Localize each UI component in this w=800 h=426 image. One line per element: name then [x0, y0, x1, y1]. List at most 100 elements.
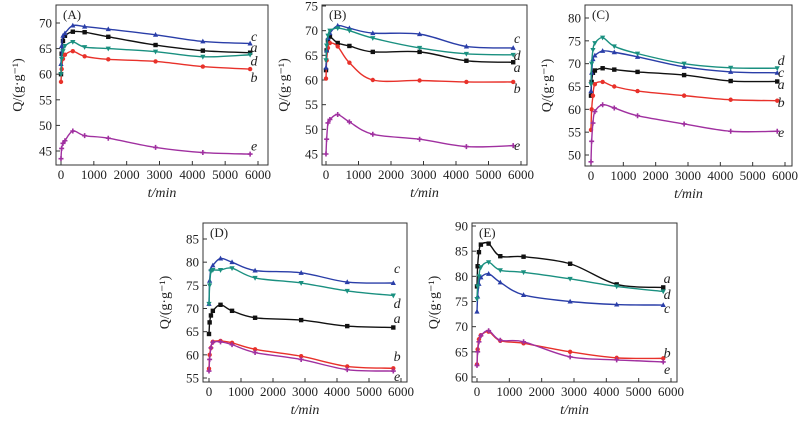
x-tick-label: 4000	[707, 168, 733, 183]
data-point	[600, 79, 605, 85]
series-label: d	[251, 54, 259, 69]
data-point	[346, 119, 352, 125]
data-point	[474, 308, 480, 314]
series-label: a	[514, 61, 521, 76]
x-tick-label: 1000	[346, 167, 372, 182]
data-point	[391, 325, 396, 330]
data-point	[498, 254, 503, 259]
series-line	[325, 27, 514, 61]
series-label: d	[778, 54, 786, 69]
data-point	[635, 113, 641, 119]
series-label: b	[251, 71, 258, 86]
data-point	[511, 79, 516, 85]
data-point	[390, 293, 396, 299]
data-point	[70, 22, 76, 28]
data-point	[592, 52, 598, 58]
data-point	[589, 107, 594, 112]
series-line	[325, 42, 514, 83]
data-point	[344, 367, 350, 373]
data-point	[60, 38, 66, 44]
y-tick-label: 60	[186, 347, 199, 362]
data-point	[486, 260, 492, 266]
y-tick-label: 70	[305, 23, 318, 38]
data-point	[207, 320, 212, 325]
data-point	[323, 76, 329, 81]
series-line	[590, 50, 778, 92]
y-tick-label: 65	[186, 324, 199, 339]
data-point	[510, 52, 516, 58]
data-point	[82, 30, 87, 35]
data-point	[210, 262, 216, 268]
y-tick-label: 75	[455, 294, 468, 309]
x-tick-label: 5000	[476, 167, 502, 182]
series-label: c	[664, 302, 671, 317]
y-tick-label: 65	[39, 41, 52, 56]
y-axis-label: Q/(g·g⁻¹)	[277, 58, 292, 112]
series-line	[208, 340, 394, 372]
data-point	[252, 347, 258, 352]
series-label: d	[664, 288, 672, 303]
x-tick-label: 1000	[496, 384, 522, 399]
y-tick-label: 80	[455, 269, 468, 284]
y-tick-label: 70	[186, 301, 199, 316]
data-point	[218, 302, 223, 307]
data-point	[207, 283, 213, 289]
x-tick-label: 5000	[212, 167, 238, 182]
series-label: e	[394, 370, 400, 385]
data-point	[82, 45, 88, 50]
data-point	[511, 60, 516, 65]
x-axis-label: t/min	[148, 186, 177, 201]
x-tick-label: 6000	[245, 167, 271, 182]
series-label: b	[514, 82, 521, 97]
data-point	[252, 350, 258, 356]
data-point	[600, 48, 606, 53]
data-point	[370, 36, 376, 41]
data-point	[105, 26, 111, 32]
series-b: b	[206, 338, 401, 371]
plot-frame	[202, 222, 408, 383]
series-line	[590, 103, 778, 162]
data-point	[298, 354, 304, 359]
data-point	[391, 366, 396, 371]
x-tick-label: 0	[588, 168, 595, 183]
series-line	[590, 67, 778, 96]
y-tick-label: 50	[305, 122, 318, 137]
data-point	[252, 267, 258, 273]
series-label: e	[778, 126, 784, 141]
data-point	[210, 268, 216, 273]
y-tick-label: 70	[568, 56, 581, 71]
data-point	[323, 58, 329, 64]
x-tick-label: 1000	[228, 384, 254, 399]
data-point	[347, 43, 352, 49]
data-point	[478, 333, 484, 339]
data-point	[464, 79, 469, 85]
series-label: a	[778, 78, 785, 93]
data-point	[463, 43, 469, 49]
x-tick-label: 3000	[147, 167, 173, 182]
x-axis-label: t/min	[410, 186, 439, 201]
x-tick-label: 6000	[658, 384, 684, 399]
data-point	[252, 315, 258, 320]
data-point	[335, 26, 341, 31]
y-axis-label: Q/(g·g⁻¹)	[158, 275, 173, 329]
data-point	[635, 88, 640, 94]
y-tick-label: 60	[39, 67, 52, 82]
x-tick-label: 1000	[81, 167, 107, 182]
data-point	[567, 298, 573, 304]
data-point	[200, 48, 206, 53]
x-tick-label: 5000	[740, 168, 766, 183]
y-tick-label: 45	[305, 147, 318, 162]
series-line	[476, 329, 664, 366]
data-point	[464, 58, 469, 63]
data-point	[327, 28, 333, 34]
data-point	[476, 274, 482, 280]
data-point	[153, 144, 159, 150]
data-point	[298, 356, 304, 362]
series-b: b	[588, 79, 785, 133]
data-point	[486, 271, 492, 276]
data-point	[70, 128, 76, 134]
data-point	[335, 44, 340, 49]
data-point	[567, 349, 573, 355]
data-point	[345, 323, 350, 329]
data-point	[206, 331, 212, 337]
